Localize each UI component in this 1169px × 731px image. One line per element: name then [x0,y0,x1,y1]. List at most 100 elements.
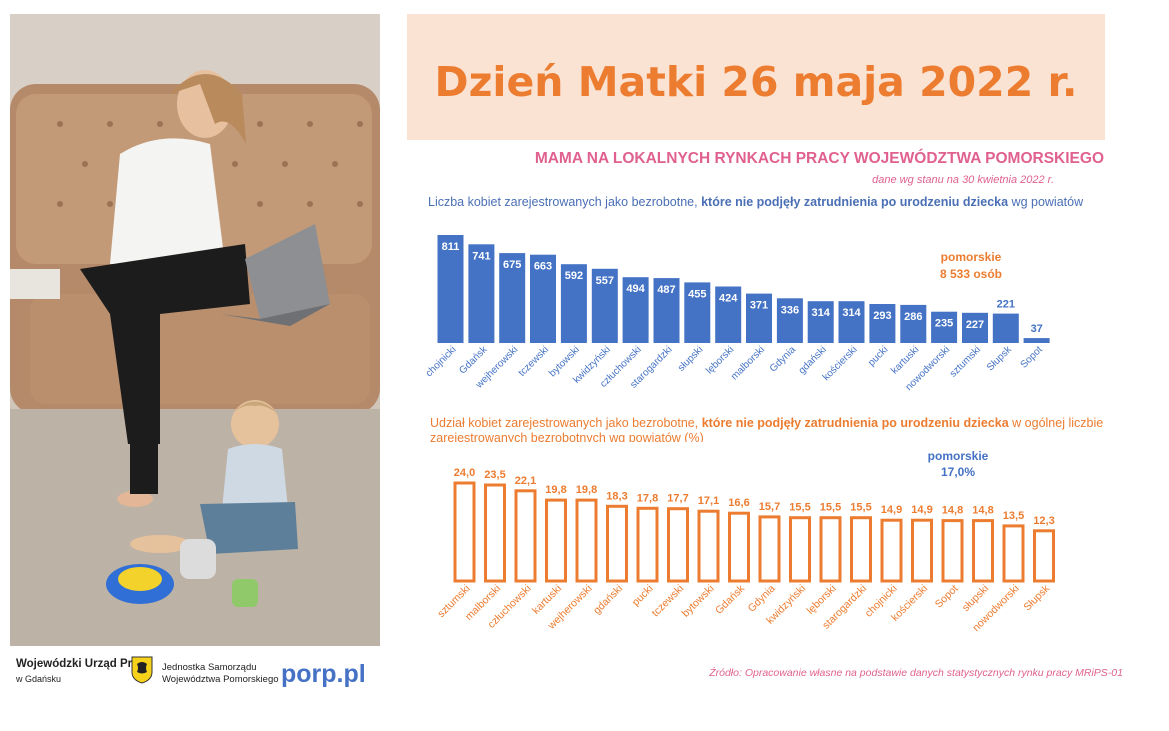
chart2-category-label: tczewski [650,583,687,620]
chart1-bar [715,286,742,343]
chart2-bar [880,518,903,583]
chart1-value-label: 314 [812,307,831,319]
chart2-category-label: Sopot [933,583,961,611]
chart1-bar [992,313,1019,343]
chart1-value-label: 424 [719,293,738,305]
chart1-bar [776,298,803,343]
chart2-value-label: 17,7 [667,493,688,505]
porp-link[interactable]: porp.pl [281,660,366,688]
chart1-bar [807,301,834,343]
chart1-bar [684,282,711,343]
source-note: Źródło: Opracowanie własne na podstawie … [709,667,1123,679]
chart1-value-label: 455 [688,288,706,300]
chart2-bar [911,518,933,583]
chart2-value-label: 22,1 [515,475,536,487]
chart2-bar [606,504,628,583]
page-subtitle: MAMA NA LOKALNYCH RYNKACH PRACY WOJEWÓDZ… [534,150,1104,167]
chart1-value-label: 592 [565,270,583,282]
chart2-value-label: 14,9 [881,504,902,516]
chart1-bar [962,312,988,343]
chart1-bar [931,311,958,343]
chart2-bar [575,498,598,583]
chart1-value-label: 314 [842,307,861,319]
chart2-value-label: 19,8 [545,484,566,496]
chart1-value-label: 811 [442,241,460,253]
chart1-bar [499,253,526,343]
chart2-caption: Udział kobiet zarejestrowanych jako bezr… [430,416,1104,442]
chart1-bar [1023,338,1050,343]
chart1-bar [622,277,649,343]
chart2-annotation-label: pomorskie [928,449,989,463]
chart1-annotation-value: 8 533 osób [940,267,1002,281]
chart1-value-label: 487 [657,284,675,296]
chart2-value-label: 15,5 [789,502,810,514]
chart2-value-label: 14,9 [911,504,932,516]
chart2-value-label: 24,0 [454,467,475,479]
chart2-bar [453,481,476,583]
chart2-value-label: 17,8 [637,492,658,504]
chart1-value-label: 336 [781,304,799,316]
chart2-category-label: Słupsk [1021,582,1052,613]
chart2-bar [1002,524,1025,583]
chart2-bar [728,511,750,583]
chart1-value-label: 227 [966,319,984,331]
chart2-bar [758,515,781,583]
data-date-note: dane wg stanu na 30 kwietnia 2022 r. [872,174,1054,186]
chart1-value-label: 235 [935,318,953,330]
chart1-bar [591,268,618,343]
chart1-bar [869,304,896,343]
chart2-bar [972,519,994,583]
chart1-value-label: 37 [1031,323,1043,335]
chart2-value-label: 17,1 [698,495,719,507]
title-banner: Dzień Matki 26 maja 2022 r. [407,14,1105,140]
chart2-value-label: 15,5 [850,502,871,514]
chart1-value-label: 663 [534,261,552,273]
chart2-value-label: 19,8 [576,484,597,496]
chart1-value-label: 494 [626,283,645,295]
chart1-value-label: 557 [596,275,614,287]
chart2-bar [667,507,689,583]
chart2-bar [819,516,842,583]
chart2-value-label: 14,8 [972,505,993,517]
chart2-annotation-value: 17,0% [941,465,975,479]
chart1-bar [468,244,495,343]
chart1-value-label: 286 [904,311,922,323]
chart2-category-label: pucki [630,583,656,609]
chart2-bar [850,516,872,583]
chart2-bar [514,489,537,583]
footer-js-line2: Województwa Pomorskiego [162,674,279,685]
chart2-bar [484,483,506,583]
footer-js-line1: Jednostka Samorządu [162,662,257,673]
pomorskie-crest-icon [131,656,153,684]
chart2-bar [636,506,659,583]
chart1-value-label: 293 [873,310,891,322]
chart1-bar [838,301,865,343]
chart1-bar [530,254,556,343]
chart2-category-label: Gdańsk [713,582,748,617]
chart1-value-label: 741 [472,250,490,262]
chart2-value-label: 15,7 [759,501,780,513]
chart2-category-label: bytowski [680,583,717,620]
chart2-bar [1033,529,1055,583]
chart1-bar [900,304,927,343]
chart1-bar [746,293,772,343]
chart2-value-label: 15,5 [820,502,841,514]
chart2-bar [789,516,811,583]
chart2-value-label: 23,5 [484,469,505,481]
chart2-bar [941,519,964,583]
footer-wup-city: w Gdańsku [16,674,62,684]
chart1-bar [653,278,680,343]
chart1-annotation-label: pomorskie [941,250,1002,264]
chart2-value-label: 12,3 [1033,515,1054,527]
chart2-value-label: 13,5 [1003,510,1024,522]
chart1-value-label: 371 [750,300,768,312]
chart2-value-label: 18,3 [606,490,627,502]
chart1-value-label: 675 [503,259,521,271]
page-title: Dzień Matki 26 maja 2022 r. [434,58,1078,106]
chart2-value-label: 16,6 [728,497,749,509]
footer-wup-name: Wojewódzki Urząd Pracy [16,658,152,670]
chart1-caption: Liczba kobiet zarejestrowanych jako bezr… [428,195,1084,209]
chart1-bar [437,235,464,343]
